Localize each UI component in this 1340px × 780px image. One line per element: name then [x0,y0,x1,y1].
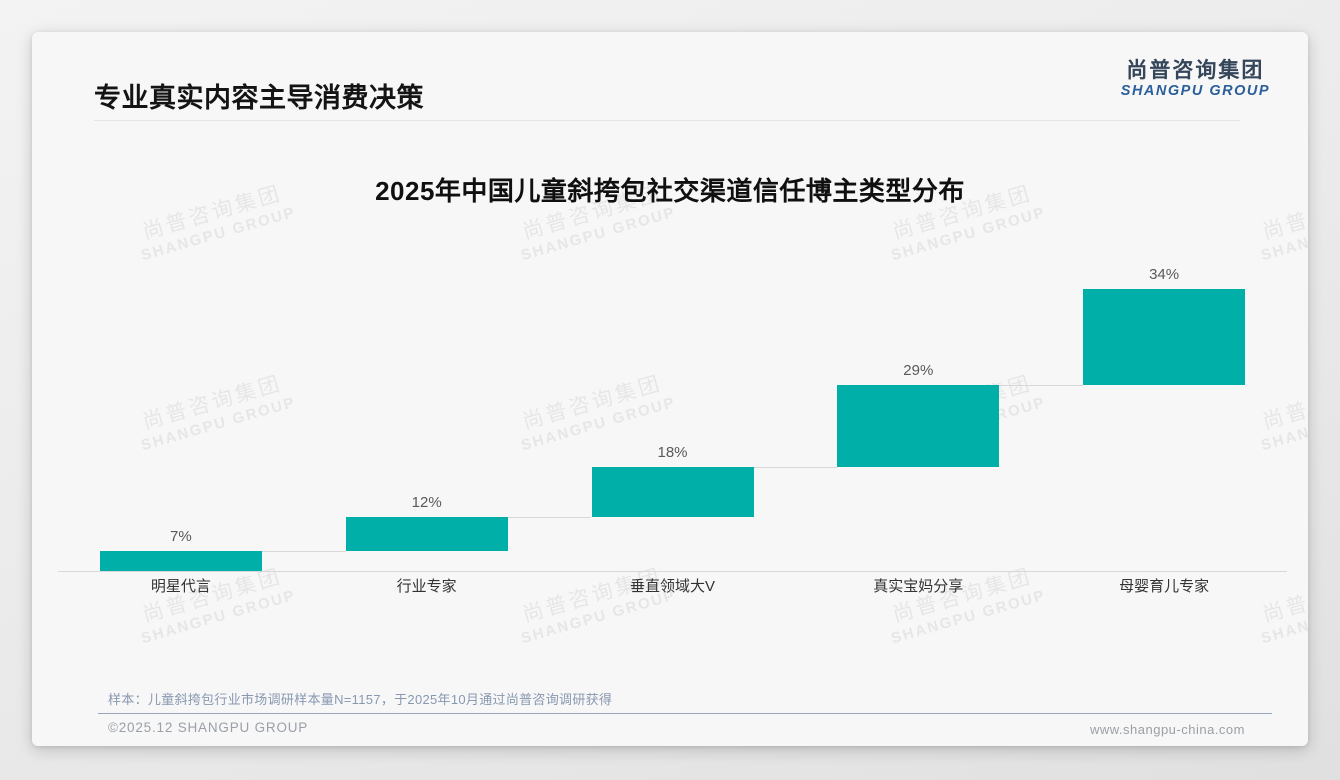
waterfall-bar [837,384,1000,467]
slide-card: 尚普咨询集团 SHANGPU GROUP 尚普咨询集团 SHANGPU GROUP 尚普… [32,32,1308,746]
header-divider [94,120,1240,121]
x-axis-category-label: 垂直领域大V [629,578,715,595]
chart-title: 2025年中国儿童斜挎包社交渠道信任博主类型分布 [375,176,965,206]
waterfall-bar [99,551,262,571]
sample-footnote: 样本：儿童斜挎包行业市场调研样本量N=1157，于2025年10月通过尚普咨询调… [108,692,613,707]
waterfall-plot: 7% 明星代言 12% 行业专家 18% 垂直领域大V 29% 真实宝妈分享 34% 母婴育儿专家 [32,32,1308,746]
x-axis-category-label: 明星代言 [150,578,211,595]
bar-value-label: 34% [1149,266,1180,283]
slide-title: 专业真实内容主导消费决策 [94,83,424,113]
step-connector-line [999,384,1084,386]
step-connector-line [753,466,838,468]
bar-value-label: 7% [170,528,192,546]
x-axis-category-label: 行业专家 [396,578,457,595]
bar-value-label: 12% [411,494,442,512]
company-logo: 尚普咨询集团 SHANGPU GROUP [1121,59,1270,100]
x-axis-category-label: 母婴育儿专家 [1119,578,1210,595]
x-axis-category-label: 真实宝妈分享 [873,578,964,595]
logo-chinese-name: 尚普咨询集团 [1126,59,1265,82]
waterfall-bar [345,517,508,552]
waterfall-bar [591,466,754,518]
x-axis-line [58,571,1287,572]
footer-divider [98,713,1272,714]
logo-english-name: SHANGPU GROUP [1120,83,1270,99]
bar-value-label: 18% [657,443,688,461]
waterfall-bar [1083,289,1246,385]
step-connector-line [507,517,592,519]
bar-value-label: 29% [903,361,934,379]
step-connector-line [261,551,346,553]
website-url: www.shangpu-china.com [1089,722,1245,737]
copyright-text: ©2025.12 SHANGPU GROUP [108,720,309,735]
